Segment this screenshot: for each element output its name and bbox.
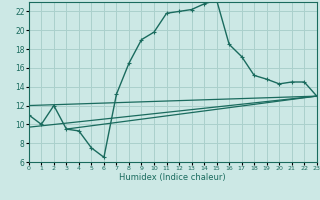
X-axis label: Humidex (Indice chaleur): Humidex (Indice chaleur): [119, 173, 226, 182]
